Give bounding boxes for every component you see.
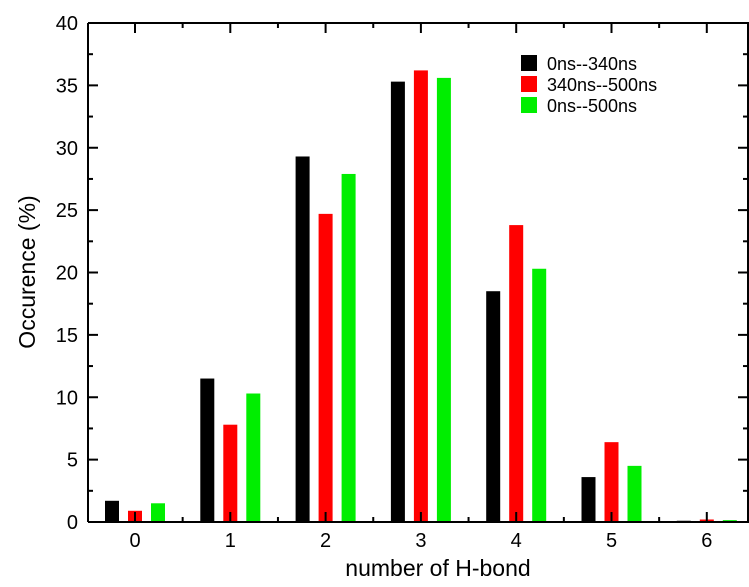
bar (246, 393, 261, 522)
legend-label: 340ns--500ns (547, 75, 657, 95)
y-tick-label: 20 (56, 263, 78, 285)
bar (390, 81, 405, 522)
bar (532, 268, 547, 522)
bar (151, 503, 165, 522)
y-tick-label: 25 (56, 200, 78, 222)
legend-label: 0ns--500ns (547, 96, 637, 116)
y-axis-label: Occurence (%) (14, 195, 40, 348)
x-tick-label: 6 (701, 530, 712, 552)
x-axis-label: number of H-bond (345, 555, 530, 581)
legend-label: 0ns--340ns (547, 54, 637, 74)
x-tick-label: 2 (320, 530, 331, 552)
y-tick-label: 10 (56, 387, 78, 409)
bars-group (105, 70, 737, 523)
bar (105, 500, 119, 522)
y-tick-label: 35 (56, 75, 78, 97)
ticks-group: 0 5 10 15 20 25 30 35 40 0 1 2 3 4 5 6 (56, 13, 748, 552)
y-tick-label: 30 (56, 138, 78, 160)
y-tick-label: 40 (56, 13, 78, 35)
bar (509, 225, 524, 522)
x-tick-label: 3 (415, 530, 426, 552)
bar (413, 70, 428, 522)
legend-swatch (521, 97, 537, 113)
y-tick-label: 0 (67, 512, 78, 534)
x-tick-label: 0 (129, 530, 140, 552)
legend-swatch (521, 76, 537, 92)
bar (627, 465, 642, 522)
x-tick-label: 4 (511, 530, 522, 552)
bar (604, 442, 619, 522)
bar (486, 291, 501, 522)
bar (318, 213, 333, 522)
legend-swatch (521, 55, 537, 71)
y-tick-label: 15 (56, 325, 78, 347)
x-tick-label: 1 (225, 530, 236, 552)
x-tick-label: 5 (606, 530, 617, 552)
bar (436, 77, 451, 522)
y-tick-label: 5 (67, 450, 78, 472)
bar (223, 424, 238, 522)
bar (581, 477, 596, 522)
bar (295, 156, 310, 523)
bar (341, 173, 356, 522)
bar (200, 378, 215, 522)
